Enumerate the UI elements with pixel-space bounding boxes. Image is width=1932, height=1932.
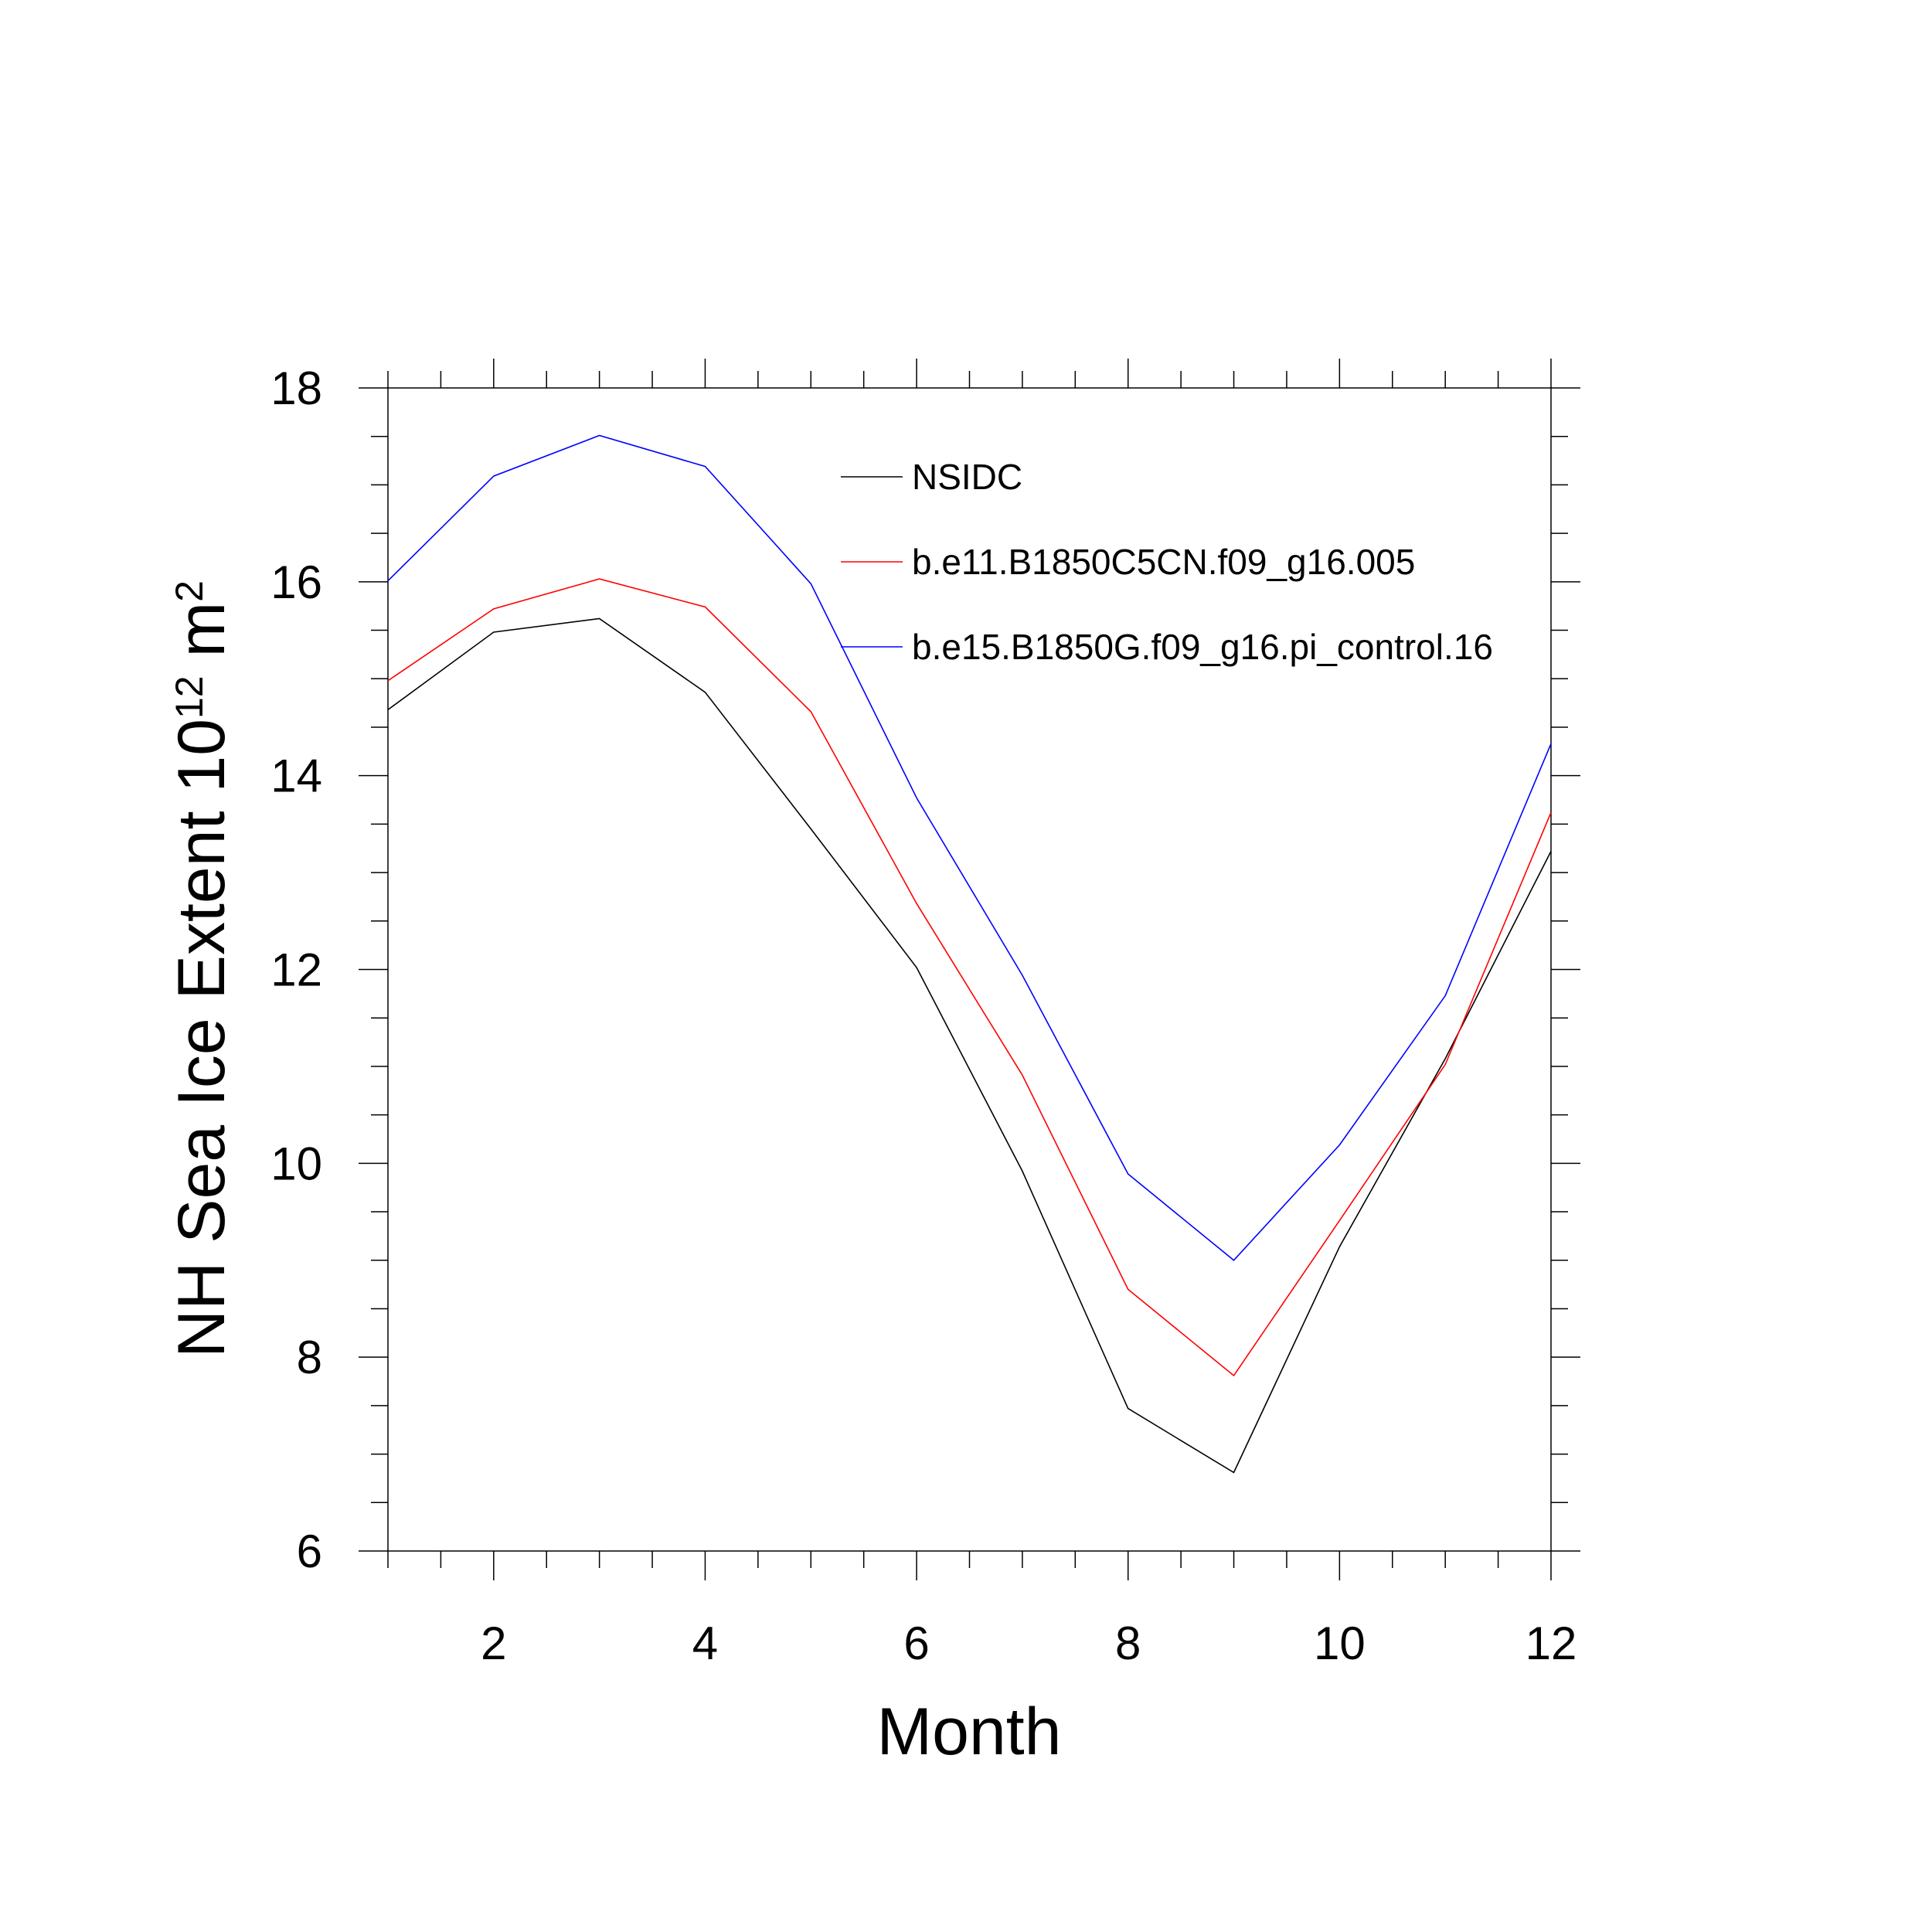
x-axis-title: Month [876, 1695, 1061, 1769]
x-tick-label: 6 [903, 1617, 929, 1669]
y-tick-label: 14 [270, 750, 322, 802]
axis-ticks [359, 359, 1580, 1580]
y-axis-title: NH Sea Ice Extent 1012 m2 [165, 580, 239, 1358]
legend-label-1: NSIDC [912, 457, 1022, 497]
x-tick-label: 2 [481, 1617, 506, 1669]
x-tick-label: 10 [1314, 1617, 1366, 1669]
y-tick-label: 16 [270, 556, 322, 608]
y-tick-label: 8 [297, 1332, 322, 1383]
series-line-3 [387, 434, 1552, 1261]
y-tick-label: 12 [270, 944, 322, 996]
y-tick-label: 18 [270, 362, 322, 414]
axis-tick-labels: 2 4 6 8 10 12 6 8 10 12 14 16 18 [270, 362, 1577, 1669]
x-tick-label: 4 [692, 1617, 718, 1669]
y-axis-title-exp2: 2 [168, 580, 211, 602]
y-tick-label: 6 [297, 1526, 322, 1577]
y-axis-title-mid: m [165, 602, 239, 676]
x-tick-label: 8 [1115, 1617, 1141, 1669]
y-axis-title-base: NH Sea Ice Extent 10 [165, 719, 239, 1358]
legend: NSIDC b.e11.B1850C5CN.f09_g16.005 b.e15.B1… [841, 457, 1493, 667]
x-tick-label: 12 [1526, 1617, 1577, 1669]
y-axis-title-exp1: 12 [168, 675, 211, 719]
legend-label-2: b.e11.B1850C5CN.f09_g16.005 [912, 542, 1415, 582]
series-line-1 [387, 617, 1552, 1474]
y-tick-label: 10 [270, 1138, 322, 1189]
series-line-2 [387, 578, 1552, 1377]
legend-label-3: b.e15.B1850G.f09_g16.pi_control.16 [912, 627, 1493, 667]
series-lines [387, 434, 1552, 1474]
